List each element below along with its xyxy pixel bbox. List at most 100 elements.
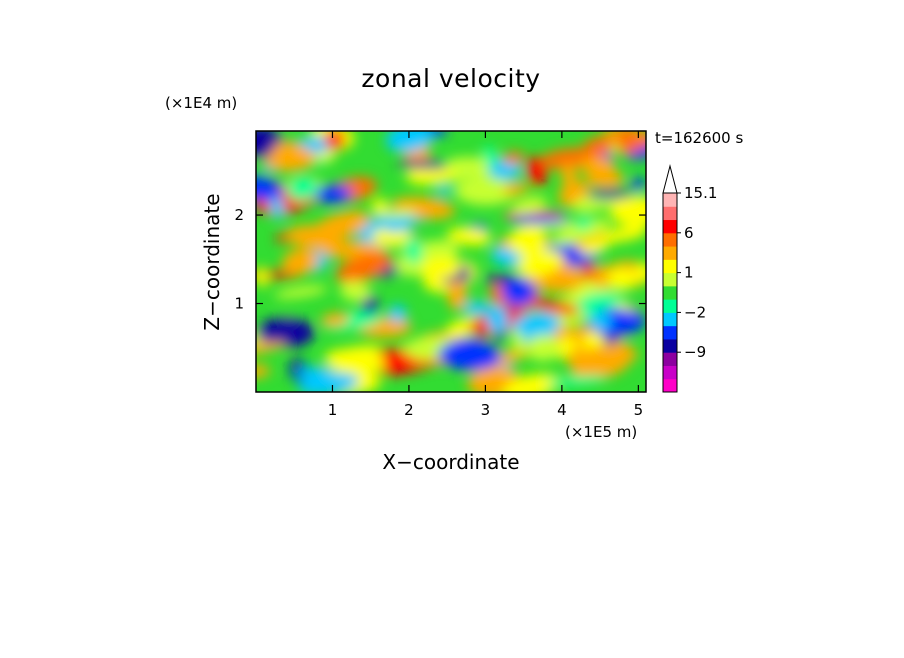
chart-title: zonal velocity <box>361 64 540 93</box>
field-blob <box>404 236 423 265</box>
y-axis-label: Z−coordinate <box>200 193 224 330</box>
field-blob <box>526 334 561 362</box>
field-blob <box>632 177 645 191</box>
field-blob <box>271 140 307 172</box>
field-blob <box>256 364 271 378</box>
colorbar-tick-label: 15.1 <box>684 184 717 202</box>
colorbar-segment <box>663 193 677 207</box>
field-blob <box>587 190 634 200</box>
colorbar-segment <box>663 378 677 393</box>
field-blob <box>560 335 577 355</box>
field-blob <box>502 182 530 195</box>
colorbar-segment <box>663 365 677 380</box>
colorbar-tick-label: −2 <box>684 303 706 321</box>
field-blob <box>385 131 436 153</box>
field-blob <box>486 304 508 334</box>
field-blob <box>438 340 502 371</box>
field-blob <box>436 185 452 195</box>
field-blob <box>510 311 560 342</box>
field-blob <box>516 250 563 278</box>
field-blob <box>286 176 319 201</box>
field-blob <box>281 248 319 275</box>
field-blob <box>466 167 491 179</box>
field-blob <box>610 195 646 227</box>
field-blob <box>385 360 441 376</box>
y-scale-label: (×1E4 m) <box>165 94 237 112</box>
field-blob <box>420 256 461 280</box>
y-tick-label: 1 <box>234 295 244 313</box>
colorbar: 15.1 6 1 −2 −9 <box>662 164 717 393</box>
x-tick-label: 1 <box>328 401 338 419</box>
field-blob <box>446 227 492 246</box>
plot-frame <box>255 130 647 393</box>
x-tick-label: 2 <box>404 401 414 419</box>
colorbar-tick-label: 1 <box>684 264 694 282</box>
x-tick-label: 4 <box>557 401 567 419</box>
x-axis-label: X−coordinate <box>382 450 519 474</box>
field-blob <box>508 225 547 257</box>
field-blob <box>635 133 646 149</box>
field-blob <box>588 312 612 330</box>
field-blob <box>443 156 489 171</box>
velocity-field <box>256 131 646 392</box>
field-blob <box>580 238 611 255</box>
colorbar-segment <box>663 352 677 366</box>
field-blob <box>561 163 577 189</box>
field-blob <box>574 216 593 230</box>
field-blob <box>256 176 283 201</box>
field-blob <box>383 208 417 218</box>
field-blob <box>585 346 639 363</box>
field-blob <box>339 280 372 302</box>
colorbar-segment <box>663 206 677 221</box>
field-blob <box>389 304 407 323</box>
field-blob <box>502 373 561 392</box>
colorbar-segment <box>663 299 677 313</box>
field-blob <box>501 277 537 306</box>
x-axis-ticks: 1 2 3 4 5 <box>328 131 643 419</box>
field-blob <box>596 226 646 243</box>
colorbar-segment <box>663 272 677 287</box>
field-blob <box>324 348 386 374</box>
field-blob <box>533 300 580 315</box>
field-blob <box>526 156 547 187</box>
colorbar-segment <box>663 259 677 274</box>
field-blob <box>551 218 612 245</box>
field-blob <box>634 262 646 282</box>
field-blob <box>371 198 388 216</box>
x-tick-label: 5 <box>634 401 644 419</box>
field-blob <box>256 131 284 158</box>
field-blob <box>545 375 607 387</box>
field-blob <box>511 196 548 214</box>
field-blob <box>511 329 525 355</box>
field-blob <box>297 372 360 392</box>
field-blob <box>454 177 517 206</box>
plot-area <box>256 131 646 392</box>
x-tick-label: 3 <box>481 401 491 419</box>
field-blob <box>626 141 646 161</box>
field-blob <box>371 227 412 248</box>
field-blob <box>311 210 370 241</box>
colorbar-segment <box>663 312 677 327</box>
colorbar-segment <box>663 285 677 300</box>
colorbar-segment <box>663 325 677 340</box>
colorbar-segment <box>663 246 677 260</box>
time-label: t=162600 s <box>655 129 743 147</box>
field-blob <box>273 285 328 299</box>
colorbar-frame <box>662 192 678 393</box>
field-blob <box>335 252 392 283</box>
field-blob <box>314 184 352 204</box>
colorbar-segment <box>663 219 677 234</box>
field-blob <box>463 301 490 316</box>
field-blob <box>578 157 616 175</box>
colorbar-tick-label: −9 <box>684 343 706 361</box>
field-blob <box>321 312 350 327</box>
field-blob <box>396 160 456 170</box>
field-blob <box>447 280 467 311</box>
field-blob <box>256 317 315 348</box>
colorbar-tick-label: 6 <box>684 224 694 242</box>
y-axis-ticks: 12 <box>234 206 646 313</box>
field-blob <box>617 131 637 156</box>
y-tick-label: 2 <box>234 206 244 224</box>
colorbar-extend-arrow <box>662 164 678 194</box>
